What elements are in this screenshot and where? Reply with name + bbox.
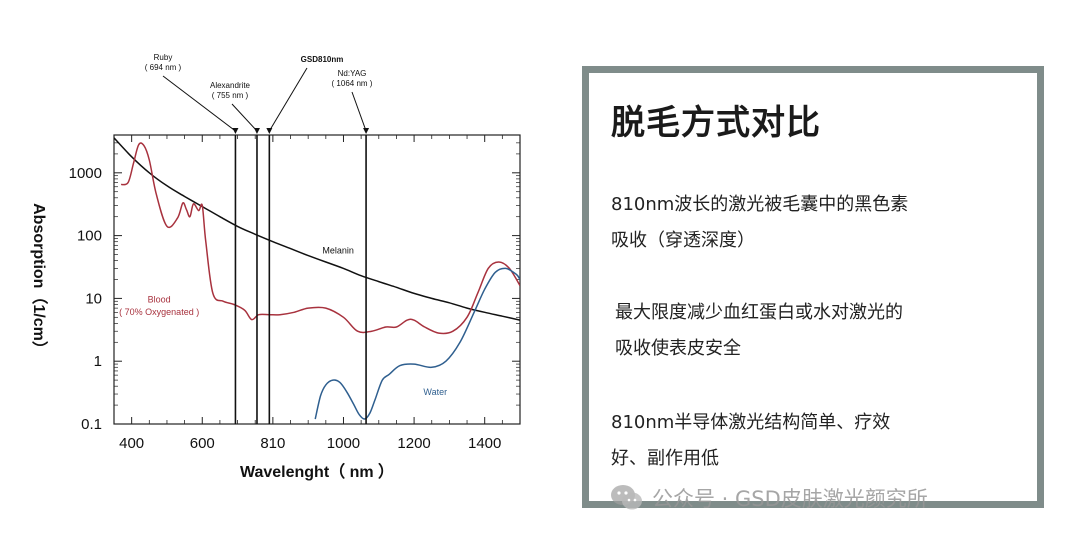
y-tick-label: 10 xyxy=(85,290,102,307)
y-tick-label: 0.1 xyxy=(81,416,102,433)
blood-series-line xyxy=(120,142,520,335)
absorption-chart: 400 600 810 1000 1200 1400 0.1 1 10 100 1000 Wavele… xyxy=(30,53,521,481)
alexandrite-pointer xyxy=(231,103,258,132)
y-tick-label: 100 xyxy=(77,228,102,245)
panel-item: 最大限度减少血红蛋白或水对激光的吸收使表皮安全 xyxy=(615,302,903,359)
x-tick-label: 1200 xyxy=(397,435,430,452)
blood-sublabel: ( 70% Oxygenated ) xyxy=(119,307,199,317)
gsd810-arrowhead xyxy=(266,128,273,134)
y-tick-label: 1000 xyxy=(69,165,102,182)
alexandrite-sublabel: ( 755 nm ) xyxy=(212,91,249,100)
panel-title: 脱毛方式对比 xyxy=(611,103,821,143)
series-group xyxy=(114,137,520,420)
ruby-pointer xyxy=(162,75,236,132)
watermark: 公众号 · GSD皮肤激光颜究所 xyxy=(610,478,928,518)
plot-frame xyxy=(113,134,521,425)
ndyag-sublabel: ( 1064 nm ) xyxy=(332,79,373,88)
alexandrite-label: Alexandrite xyxy=(210,81,251,90)
ndyag-pointer xyxy=(351,91,367,132)
ruby-label: Ruby xyxy=(154,53,173,62)
panel-item: 810nm波长的激光被毛囊中的黑色素吸收（穿透深度） xyxy=(611,194,909,251)
melanin-label: Melanin xyxy=(322,245,354,255)
y-tick-label: 1 xyxy=(94,353,102,370)
panel-item: 810nm半导体激光结构简单、疗效好、副作用低 xyxy=(611,412,891,469)
x-tick-label: 1400 xyxy=(468,435,501,452)
watermark-text: 公众号 · GSD皮肤激光颜究所 xyxy=(652,487,928,511)
chart-svg: 400 600 810 1000 1200 1400 0.1 1 10 100 1000 Wavele… xyxy=(30,53,521,481)
x-tick-label: 810 xyxy=(260,435,285,452)
ndyag-label: Nd:YAG xyxy=(338,69,367,78)
alexandrite-arrowhead xyxy=(253,128,260,134)
x-axis-title: Wavelenght（ nm ） xyxy=(240,463,394,481)
ruby-arrowhead xyxy=(232,128,239,134)
x-tick-label: 600 xyxy=(190,435,215,452)
wechat-icon xyxy=(611,485,642,510)
blood-label: Blood xyxy=(148,295,171,305)
melanin-series-line xyxy=(114,137,520,321)
ndyag-arrowhead xyxy=(363,128,370,134)
water-label: Water xyxy=(423,387,447,397)
ruby-sublabel: ( 694 nm ) xyxy=(145,63,182,72)
y-axis-title: Absorption（1/cm） xyxy=(30,203,48,357)
comparison-panel: 脱毛方式对比 810nm波长的激光被毛囊中的黑色素吸收（穿透深度） 最大限度减少… xyxy=(582,66,1044,508)
x-tick-label: 1000 xyxy=(327,435,360,452)
water-series-line xyxy=(314,267,520,420)
gsd810-pointer xyxy=(268,67,308,132)
gsd810-label: GSD810nm xyxy=(301,55,344,64)
x-tick-label: 400 xyxy=(119,435,144,452)
